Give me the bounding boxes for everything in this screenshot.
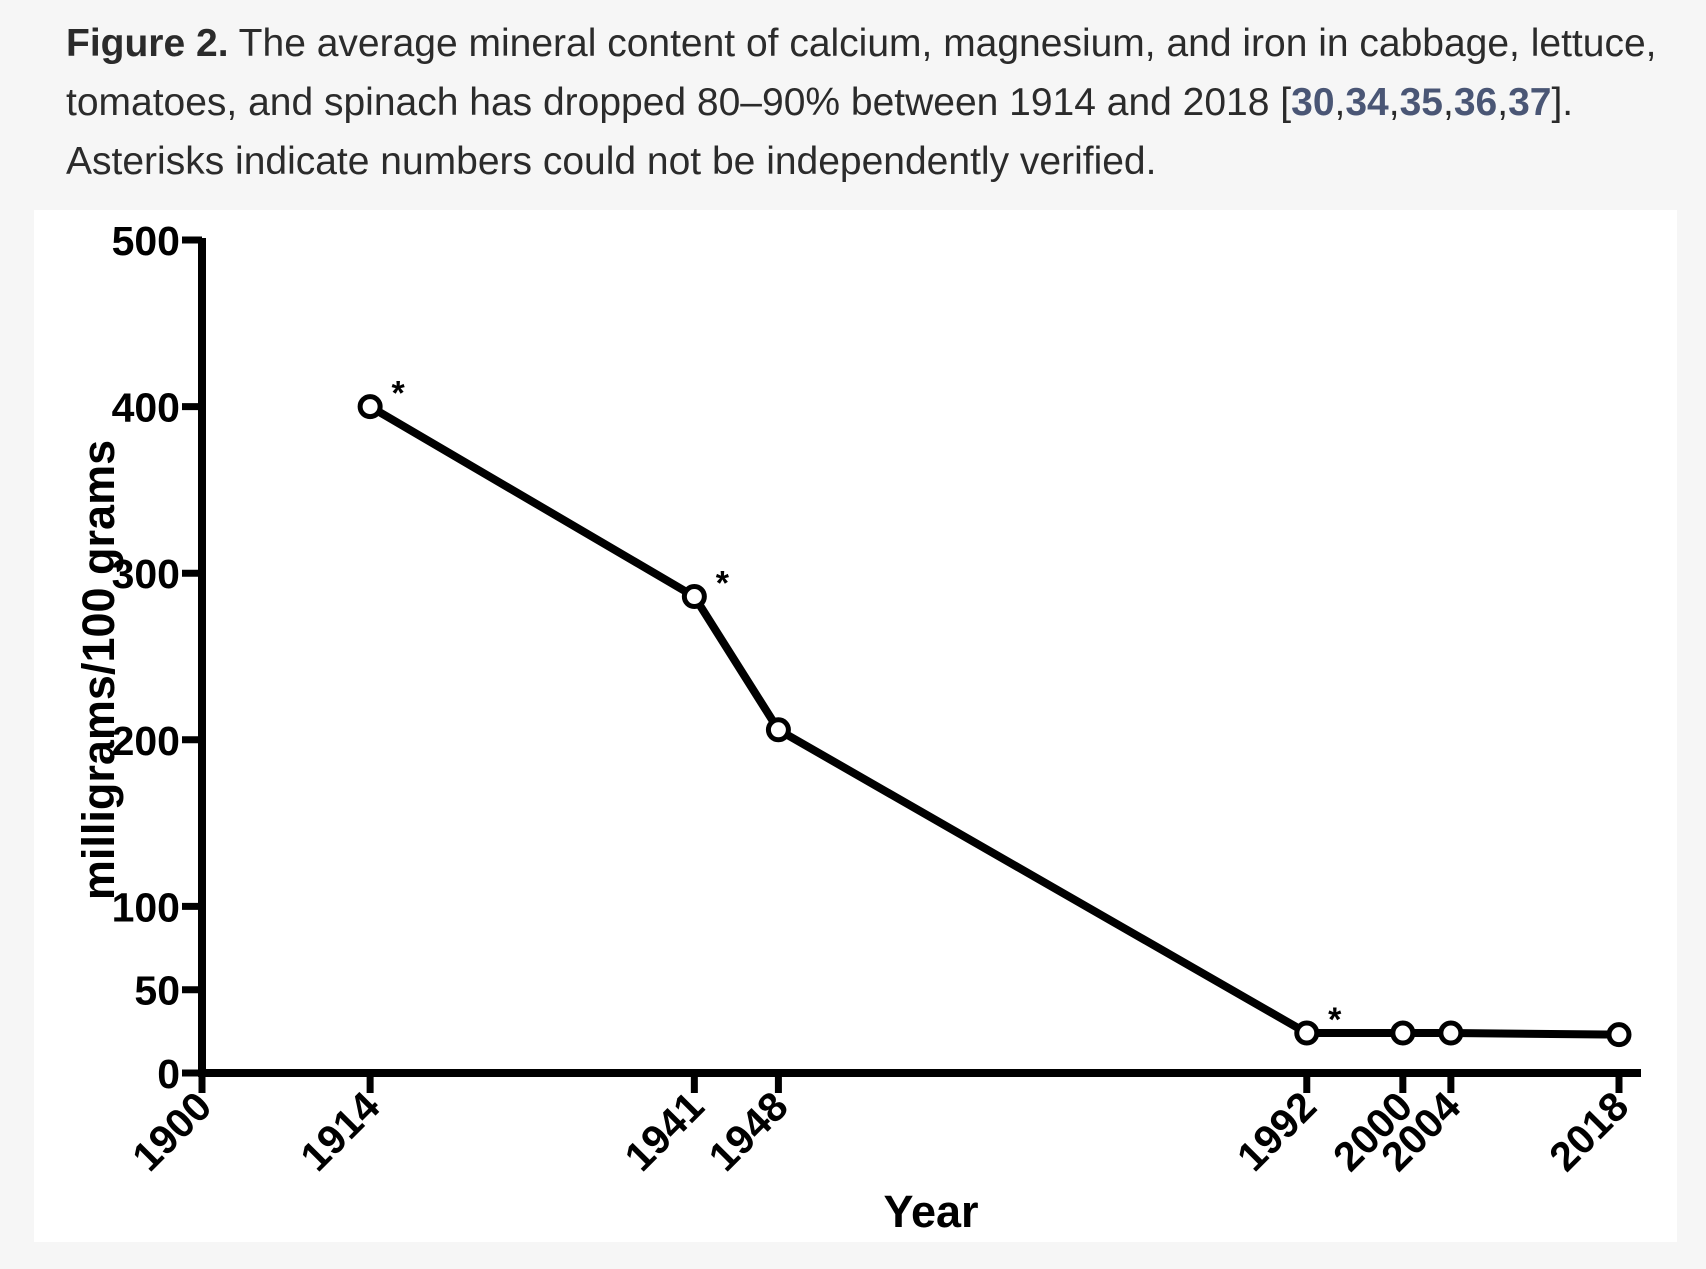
x-tick-label: 1941 — [616, 1083, 713, 1180]
caption-ref-link[interactable]: 37 — [1508, 81, 1552, 124]
series-line — [368, 403, 1620, 1039]
x-tick-label: 1992 — [1228, 1083, 1325, 1180]
y-tick-label: 0 — [157, 1051, 180, 1097]
y-tick-label: 500 — [112, 218, 180, 264]
data-point — [357, 394, 383, 420]
data-point — [1390, 1020, 1416, 1046]
x-axis-title: Year — [883, 1186, 978, 1237]
caption-ref-link[interactable]: 30 — [1291, 81, 1335, 124]
asterisk-marker: * — [392, 375, 406, 413]
y-tick-label: 100 — [112, 884, 180, 930]
y-tick-label: 300 — [112, 551, 180, 597]
y-axis-title: milligrams/100 grams — [73, 440, 124, 900]
caption-label: Figure 2. — [66, 22, 229, 65]
y-tick-label: 50 — [134, 968, 180, 1014]
axis-labels: Year milligrams/100 grams — [73, 440, 979, 1237]
chart-panel: 0 50 100 200 300 400 500 1900 1914 1941 1948 1992 20… — [34, 210, 1677, 1242]
data-point — [1294, 1020, 1320, 1046]
caption-ref-link[interactable]: 36 — [1453, 81, 1498, 124]
data-point — [1606, 1022, 1632, 1048]
x-tick-label: 1948 — [700, 1083, 797, 1180]
data-point — [1438, 1020, 1464, 1046]
x-tick-label: 2018 — [1540, 1083, 1637, 1180]
figure-caption: Figure 2. The average mineral content of… — [66, 14, 1666, 191]
caption-ref-separator: , — [1442, 81, 1454, 124]
y-tick-label: 400 — [112, 385, 180, 431]
data-series: * * * — [357, 375, 1632, 1048]
asterisk-marker: * — [716, 565, 730, 603]
caption-ref-link[interactable]: 35 — [1399, 81, 1443, 124]
caption-ref-separator: , — [1334, 81, 1346, 124]
data-point — [765, 717, 791, 743]
caption-close-text: ]. Asterisks indicate numbers could not … — [66, 81, 1574, 183]
caption-text: The average mineral content of calcium, … — [66, 22, 1657, 124]
caption-ref-separator: , — [1388, 81, 1400, 124]
caption-ref-link[interactable]: 34 — [1345, 81, 1389, 124]
x-tick-label: 1914 — [291, 1083, 388, 1180]
caption-ref-separator: , — [1497, 81, 1509, 124]
x-tick-label: 1900 — [123, 1083, 220, 1180]
y-tick-label: 200 — [112, 718, 180, 764]
asterisk-marker: * — [1328, 1001, 1342, 1039]
data-point — [681, 584, 707, 610]
